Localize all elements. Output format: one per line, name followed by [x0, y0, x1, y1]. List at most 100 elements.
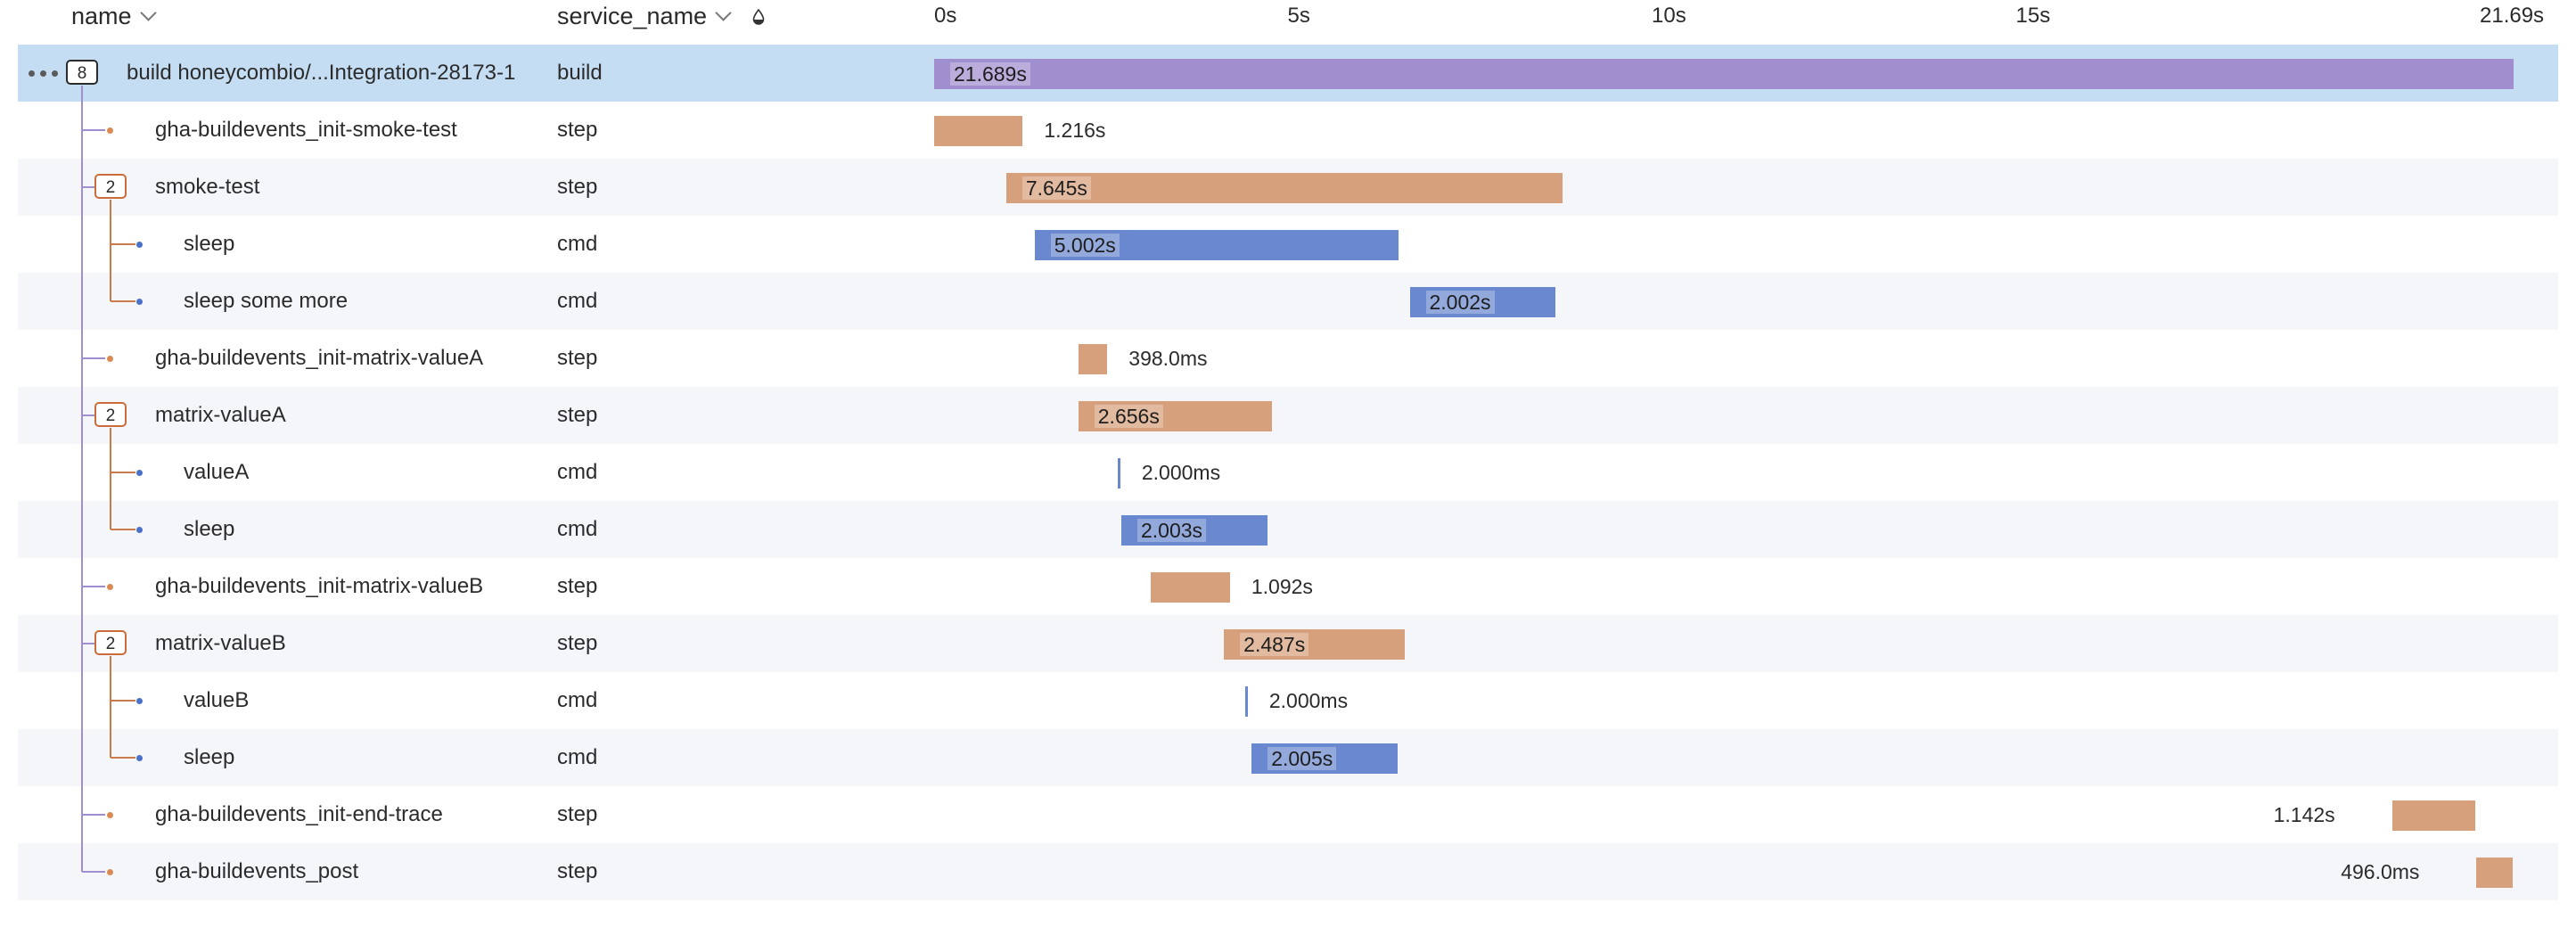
service-name-column-header[interactable]: service_name — [557, 0, 765, 32]
span-duration-bar[interactable] — [1150, 572, 1230, 603]
span-duration-label: 1.216s — [1044, 119, 1106, 142]
span-row[interactable]: gha-buildevents_init-smoke-test step 1.216… — [18, 102, 2558, 159]
span-dot-icon — [107, 584, 113, 590]
more-options-icon[interactable] — [29, 70, 61, 77]
chevron-down-icon[interactable] — [715, 4, 732, 21]
span-duration-label: 1.092s — [1251, 575, 1313, 598]
span-service-name: step — [557, 175, 598, 199]
span-dot-icon — [107, 127, 113, 134]
span-row[interactable]: gha-buildevents_post step 496.0ms — [18, 843, 2558, 900]
span-duration-label: 496.0ms — [2341, 860, 2420, 883]
span-duration-label: 2.000ms — [1141, 461, 1221, 484]
span-duration-bar[interactable] — [2391, 800, 2475, 831]
child-count-badge[interactable]: 2 — [94, 402, 127, 427]
span-duration-label: 21.689s — [950, 62, 1030, 86]
span-name[interactable]: gha-buildevents_init-end-trace — [155, 802, 443, 826]
span-duration-bar[interactable] — [1078, 344, 1108, 374]
span-name[interactable]: matrix-valueB — [155, 631, 286, 655]
span-row[interactable]: sleep some more cmd 2.002s — [18, 273, 2558, 330]
span-duration-bar[interactable] — [1409, 287, 1556, 317]
span-duration-bar[interactable] — [934, 59, 2514, 89]
service-name-column-label: service_name — [557, 2, 708, 29]
span-service-name: cmd — [557, 688, 598, 712]
timeline-tick-label: 15s — [2015, 4, 2051, 28]
span-dot-icon — [136, 242, 143, 248]
span-service-name: cmd — [557, 745, 598, 769]
span-duration-bar[interactable] — [1078, 401, 1272, 431]
span-duration-bar[interactable] — [1244, 686, 1248, 717]
span-duration-label: 2.005s — [1267, 747, 1337, 770]
span-dot-icon — [107, 812, 113, 818]
span-name[interactable]: gha-buildevents_init-matrix-valueB — [155, 574, 484, 598]
span-dot-icon — [136, 698, 143, 704]
span-row[interactable]: 8 build honeycombio/...Integration-28173-… — [18, 45, 2558, 102]
span-row[interactable]: gha-buildevents_init-matrix-valueA step 39… — [18, 330, 2558, 387]
span-service-name: step — [557, 574, 598, 598]
span-name[interactable]: sleep — [184, 517, 235, 541]
child-count-badge[interactable]: 8 — [66, 60, 98, 85]
child-count-badge[interactable]: 2 — [94, 630, 127, 655]
span-dot-icon — [136, 755, 143, 761]
span-row[interactable]: 2 matrix-valueB step 2.487s — [18, 615, 2558, 672]
span-service-name: step — [557, 631, 598, 655]
span-name[interactable]: valueA — [184, 460, 250, 484]
span-dot-icon — [136, 527, 143, 533]
span-name[interactable]: sleep — [184, 745, 235, 769]
span-duration-label: 2.003s — [1136, 519, 1207, 542]
span-service-name: step — [557, 859, 598, 883]
timeline-tick-label: 5s — [1287, 4, 1310, 28]
span-service-name: step — [557, 802, 598, 826]
span-name[interactable]: build honeycombio/...Integration-28173-1 — [127, 61, 516, 85]
span-duration-label: 2.656s — [1094, 405, 1163, 428]
span-dot-icon — [107, 356, 113, 362]
span-row[interactable]: valueB cmd 2.000ms — [18, 672, 2558, 729]
span-duration-label: 398.0ms — [1128, 347, 1208, 370]
span-service-name: cmd — [557, 289, 598, 313]
timeline-tick-label: 10s — [1652, 4, 1686, 28]
span-dot-icon — [107, 869, 113, 875]
span-name[interactable]: sleep — [184, 232, 235, 256]
span-duration-bar[interactable] — [1224, 629, 1406, 660]
span-service-name: step — [557, 118, 598, 142]
span-row[interactable]: 2 matrix-valueA step 2.656s — [18, 387, 2558, 444]
span-row[interactable]: valueA cmd 2.000ms — [18, 444, 2558, 501]
span-duration-label: 2.000ms — [1268, 689, 1349, 712]
span-row[interactable]: sleep cmd 5.002s — [18, 216, 2558, 273]
span-service-name: cmd — [557, 517, 598, 541]
name-column-header[interactable]: name — [71, 0, 157, 32]
name-column-label: name — [71, 2, 132, 29]
span-duration-bar[interactable] — [1120, 515, 1267, 546]
span-duration-bar[interactable] — [1034, 230, 1399, 260]
span-row[interactable]: sleep cmd 2.005s — [18, 729, 2558, 786]
span-dot-icon — [136, 470, 143, 476]
span-name[interactable]: gha-buildevents_post — [155, 859, 359, 883]
span-dot-icon — [136, 299, 143, 305]
span-duration-bar[interactable] — [1005, 173, 1563, 203]
span-name[interactable]: sleep some more — [184, 289, 349, 313]
span-name[interactable]: smoke-test — [155, 175, 260, 199]
span-duration-label: 5.002s — [1050, 234, 1120, 257]
span-duration-bar[interactable] — [934, 116, 1023, 146]
span-name[interactable]: valueB — [184, 688, 250, 712]
span-row[interactable]: gha-buildevents_init-end-trace step 1.142s — [18, 786, 2558, 843]
child-count-badge[interactable]: 2 — [94, 174, 127, 199]
span-duration-label: 2.487s — [1240, 633, 1309, 656]
span-duration-label: 7.645s — [1021, 176, 1091, 200]
span-service-name: step — [557, 403, 598, 427]
span-service-name: cmd — [557, 460, 598, 484]
span-name[interactable]: matrix-valueA — [155, 403, 286, 427]
span-row[interactable]: sleep cmd 2.003s — [18, 501, 2558, 558]
timeline-tick-label: 21.69s — [2480, 4, 2545, 28]
span-duration-bar[interactable] — [2476, 858, 2513, 888]
timeline-tick-label: 0s — [934, 4, 957, 28]
span-service-name: build — [557, 61, 603, 85]
span-name[interactable]: gha-buildevents_init-smoke-test — [155, 118, 457, 142]
span-row[interactable]: gha-buildevents_init-matrix-valueB step 1.… — [18, 558, 2558, 615]
span-duration-label: 2.002s — [1425, 291, 1495, 314]
span-row[interactable]: 2 smoke-test step 7.645s — [18, 159, 2558, 216]
span-name[interactable]: gha-buildevents_init-matrix-valueA — [155, 346, 484, 370]
color-drop-icon[interactable] — [752, 9, 765, 25]
span-duration-bar[interactable] — [1117, 458, 1120, 488]
chevron-down-icon[interactable] — [139, 4, 157, 21]
span-duration-bar[interactable] — [1251, 743, 1398, 774]
